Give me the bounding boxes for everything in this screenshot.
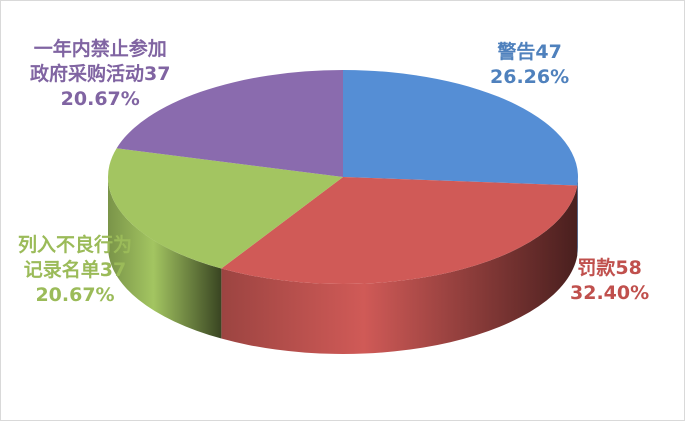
label-text: 罚款58 bbox=[577, 257, 642, 279]
pie-slice-bad-record[interactable] bbox=[108, 148, 344, 269]
data-label-bad-record: 列入不良行为 记录名单37 20.67% bbox=[18, 233, 132, 308]
label-text-2: 记录名单37 bbox=[23, 259, 127, 281]
pie-slice-warning[interactable] bbox=[343, 70, 578, 186]
pie-slice-ban[interactable] bbox=[116, 70, 343, 177]
label-text-2: 政府采购活动37 bbox=[30, 63, 171, 85]
label-text: 列入不良行为 bbox=[18, 234, 133, 256]
label-percent: 20.67% bbox=[60, 88, 140, 110]
label-percent: 32.40% bbox=[570, 282, 650, 304]
label-percent: 26.26% bbox=[490, 66, 570, 88]
data-label-warning: 警告47 26.26% bbox=[490, 40, 569, 90]
pie-side-bad-record bbox=[108, 177, 222, 339]
data-label-fine: 罚款58 32.40% bbox=[570, 256, 649, 306]
pie-side-fine bbox=[221, 185, 578, 354]
label-text: 警告47 bbox=[497, 41, 562, 63]
label-text: 一年内禁止参加 bbox=[33, 38, 167, 60]
pie-slice-fine[interactable] bbox=[221, 177, 578, 284]
label-percent: 20.67% bbox=[35, 284, 115, 306]
data-label-ban: 一年内禁止参加 政府采购活动37 20.67% bbox=[30, 37, 170, 112]
pie-side-warning bbox=[577, 177, 578, 256]
